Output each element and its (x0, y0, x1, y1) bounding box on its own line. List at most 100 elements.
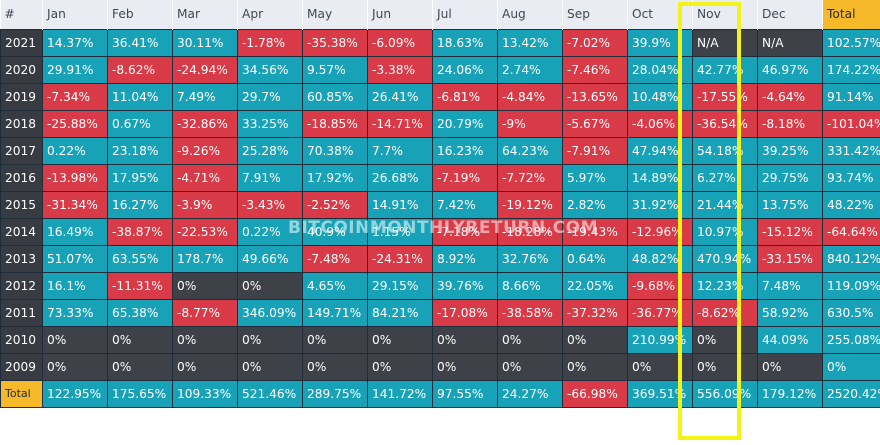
header-month-aug[interactable]: Aug (497, 0, 563, 29)
return-cell-sep: 22.05% (562, 271, 628, 300)
return-cell-aug: 32.76% (497, 244, 563, 273)
return-cell-sep: -7.91% (562, 136, 628, 165)
header-year-column[interactable]: # (0, 0, 43, 29)
return-cell-aug: 2.74% (497, 55, 563, 84)
year-total-cell: 174.22% (822, 55, 880, 84)
header-month-mar[interactable]: Mar (172, 0, 238, 29)
return-cell-jun: 7.7% (367, 136, 433, 165)
return-cell-mar: 30.11% (172, 28, 238, 57)
year-label: 2009 (0, 352, 43, 381)
return-cell-nov: 12.23% (692, 271, 758, 300)
header-month-jun[interactable]: Jun (367, 0, 433, 29)
return-cell-apr: 25.28% (237, 136, 303, 165)
return-cell-nov: 10.97% (692, 217, 758, 246)
return-cell-nov: 21.44% (692, 190, 758, 219)
month-total-jan: 122.95% (42, 379, 108, 408)
return-cell-jun: 84.21% (367, 298, 433, 327)
return-cell-feb: 17.95% (107, 163, 173, 192)
month-total-feb: 175.65% (107, 379, 173, 408)
table-body: 2021 14.37% 36.41% 30.11% -1.78% -35.38% -6.09… (0, 28, 880, 408)
return-cell-aug: -7.72% (497, 163, 563, 192)
return-cell-jul: 0% (432, 352, 498, 381)
header-month-jan[interactable]: Jan (42, 0, 108, 29)
header-row: # Jan Feb Mar Apr May Jun Jul Aug Sep Oct Nov Dec Tot… (0, 0, 880, 29)
return-cell-jul: 24.06% (432, 55, 498, 84)
totals-row: Total 122.95% 175.65% 109.33% 521.46% 289.75%… (0, 379, 880, 408)
month-total-may: 289.75% (302, 379, 368, 408)
header-month-apr[interactable]: Apr (237, 0, 303, 29)
return-cell-jan: 0.22% (42, 136, 108, 165)
return-cell-nov: 6.27% (692, 163, 758, 192)
header-month-sep[interactable]: Sep (562, 0, 628, 29)
month-total-mar: 109.33% (172, 379, 238, 408)
return-cell-jul: -7.19% (432, 163, 498, 192)
return-cell-jun: 26.68% (367, 163, 433, 192)
header-month-may[interactable]: May (302, 0, 368, 29)
return-cell-may: 70.38% (302, 136, 368, 165)
header-month-feb[interactable]: Feb (107, 0, 173, 29)
return-cell-mar: 178.7% (172, 244, 238, 273)
return-cell-may: -7.48% (302, 244, 368, 273)
return-cell-jan: 0% (42, 325, 108, 354)
header-month-jul[interactable]: Jul (432, 0, 498, 29)
return-cell-jun: 0% (367, 325, 433, 354)
header-month-nov[interactable]: Nov (692, 0, 758, 29)
return-cell-oct: 210.99% (627, 325, 693, 354)
year-total-cell: 0% (822, 352, 880, 381)
month-total-oct: 369.51% (627, 379, 693, 408)
return-cell-jan: -31.34% (42, 190, 108, 219)
year-label: 2021 (0, 28, 43, 57)
return-cell-dec: -8.18% (757, 109, 823, 138)
return-cell-feb: 0% (107, 325, 173, 354)
return-cell-jan: -13.98% (42, 163, 108, 192)
return-cell-may: 40.9% (302, 217, 368, 246)
return-cell-jun: 29.15% (367, 271, 433, 300)
return-cell-feb: 16.27% (107, 190, 173, 219)
return-cell-sep: -5.67% (562, 109, 628, 138)
return-cell-oct: -36.77% (627, 298, 693, 327)
return-cell-aug: -18.28% (497, 217, 563, 246)
return-cell-nov: 0% (692, 352, 758, 381)
return-cell-aug: 8.66% (497, 271, 563, 300)
return-cell-mar: 0% (172, 352, 238, 381)
return-cell-may: 149.71% (302, 298, 368, 327)
header-total[interactable]: Total (822, 0, 880, 29)
year-label: 2010 (0, 325, 43, 354)
return-cell-jun: -3.38% (367, 55, 433, 84)
header-month-dec[interactable]: Dec (757, 0, 823, 29)
return-cell-sep: 5.97% (562, 163, 628, 192)
return-cell-dec: 58.92% (757, 298, 823, 327)
return-cell-may: -18.85% (302, 109, 368, 138)
return-cell-jul: -17.08% (432, 298, 498, 327)
month-total-jul: 97.55% (432, 379, 498, 408)
year-label: 2012 (0, 271, 43, 300)
return-cell-feb: -38.87% (107, 217, 173, 246)
return-cell-sep: -37.32% (562, 298, 628, 327)
return-cell-dec: N/A (757, 28, 823, 57)
return-cell-may: 60.85% (302, 82, 368, 111)
return-cell-jul: 7.42% (432, 190, 498, 219)
year-label: 2018 (0, 109, 43, 138)
return-cell-jan: 14.37% (42, 28, 108, 57)
return-cell-sep: -7.02% (562, 28, 628, 57)
year-row-2020: 2020 29.91% -8.62% -24.94% 34.56% 9.57% -3.38%… (0, 55, 880, 84)
return-cell-nov: 54.18% (692, 136, 758, 165)
header-month-oct[interactable]: Oct (627, 0, 693, 29)
year-label: 2015 (0, 190, 43, 219)
return-cell-jul: 18.63% (432, 28, 498, 57)
return-cell-jan: 0% (42, 352, 108, 381)
return-cell-apr: 7.91% (237, 163, 303, 192)
return-cell-oct: 47.94% (627, 136, 693, 165)
return-cell-apr: 33.25% (237, 109, 303, 138)
return-cell-dec: 46.97% (757, 55, 823, 84)
return-cell-jun: 26.41% (367, 82, 433, 111)
return-cell-jun: 0% (367, 352, 433, 381)
return-cell-jan: 73.33% (42, 298, 108, 327)
return-cell-may: 0% (302, 352, 368, 381)
return-cell-feb: 65.38% (107, 298, 173, 327)
year-total-cell: 102.57% (822, 28, 880, 57)
return-cell-may: 17.92% (302, 163, 368, 192)
return-cell-mar: -3.9% (172, 190, 238, 219)
return-cell-jan: 16.1% (42, 271, 108, 300)
